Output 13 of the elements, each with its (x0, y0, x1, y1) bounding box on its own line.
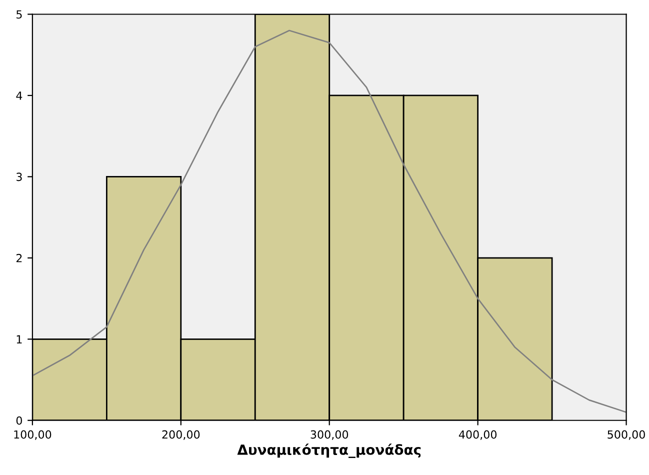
x-tick-label: 100,00 (14, 430, 52, 440)
y-tick-label: 4 (16, 92, 22, 100)
y-tick-label: 3 (16, 172, 22, 182)
x-tick-label: 300,00 (310, 430, 348, 440)
line-series (32, 30, 626, 413)
y-tick-label: 5 (16, 10, 22, 19)
y-tick-label: 0 (16, 416, 22, 425)
x-axis-title: Δυναμικότητα_μονάδας (237, 444, 421, 458)
x-tick-label: 400,00 (458, 430, 497, 440)
x-tick-label: 500,00 (608, 430, 645, 440)
x-tick-label: 200,00 (162, 430, 200, 440)
y-tick-label: 2 (16, 254, 22, 262)
y-tick-label: 1 (16, 335, 22, 344)
